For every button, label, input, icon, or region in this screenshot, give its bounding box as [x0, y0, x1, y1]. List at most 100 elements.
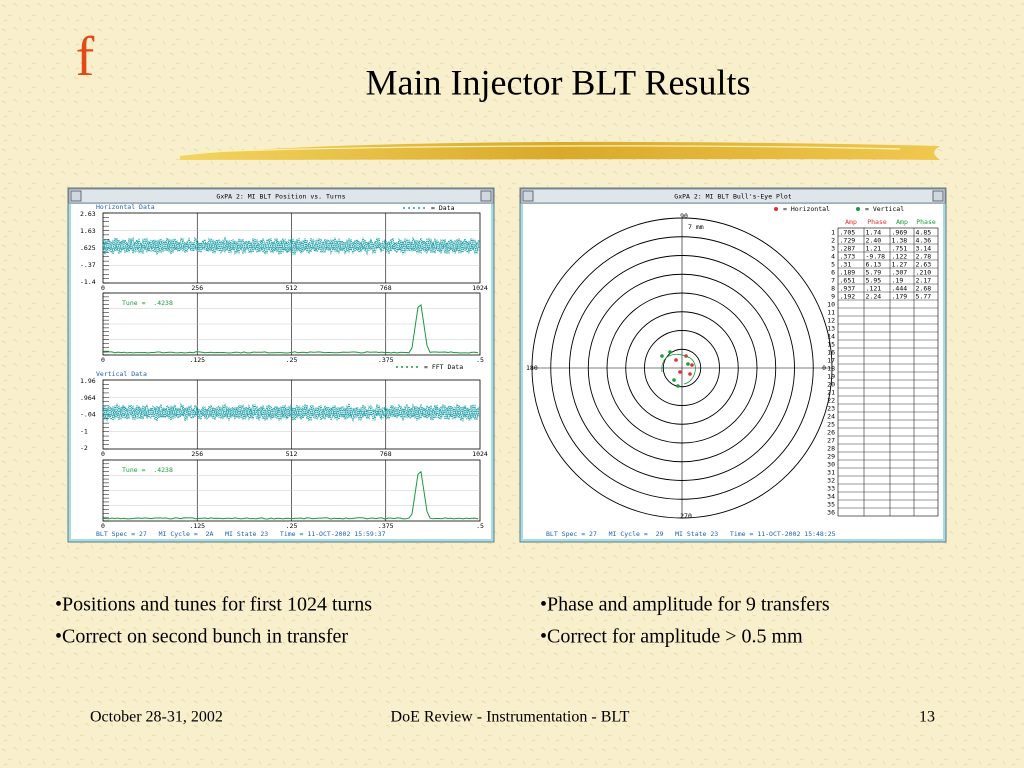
status-line: BLT Spec = 27 MI Cycle = 29 MI State 23 …	[546, 530, 836, 538]
y-tick-label: .964	[80, 394, 96, 402]
row-number: 24	[827, 413, 835, 421]
bullet-text: •Correct for amplitude > 0.5 mm	[540, 626, 803, 648]
row-number: 36	[827, 509, 835, 517]
window-menu-button	[70, 190, 82, 202]
row-number: 34	[827, 493, 835, 501]
footer-event: DoE Review - Instrumentation - BLT	[391, 709, 630, 726]
table-cell: 1.21	[866, 245, 882, 253]
y-tick-label: .625	[80, 244, 96, 252]
legend-marker	[403, 207, 405, 209]
bullet-text: •Correct on second bunch in transfer	[55, 626, 348, 648]
row-number: 22	[827, 397, 835, 405]
x-tick-label: 512	[286, 284, 298, 292]
row-number: 28	[827, 445, 835, 453]
x-tick-label: 1024	[472, 284, 488, 292]
status-line: BLT Spec = 27 MI Cycle = 2A MI State 23 …	[96, 530, 386, 538]
table-header: Amp	[896, 218, 908, 226]
x-tick-label: 0	[101, 284, 105, 292]
row-number: 33	[827, 485, 835, 493]
row-number: 31	[827, 469, 835, 477]
legend-marker	[774, 207, 778, 211]
window-resize-button	[932, 190, 944, 202]
legend-label: = Vertical	[865, 205, 904, 213]
row-number: 1	[831, 229, 835, 237]
transfer-point	[676, 384, 680, 388]
table-cell: .179	[892, 293, 908, 301]
table-cell: .287	[840, 245, 856, 253]
row-number: 7	[831, 277, 835, 285]
transfer-track	[661, 354, 696, 385]
table-cell: .19	[892, 277, 904, 285]
waveform-trace	[102, 236, 480, 256]
table-cell: .705	[840, 229, 856, 237]
row-number: 18	[827, 365, 835, 373]
legend-marker	[856, 207, 860, 211]
row-number: 11	[827, 309, 835, 317]
bullets: •Positions and tunes for first 1024 turn…	[55, 594, 830, 648]
plot-panel: Tune = .4238 0 .125 .25 .375 .5	[101, 459, 484, 530]
row-number: 14	[827, 333, 835, 341]
legend-marker	[401, 366, 403, 368]
tune-label: Tune = .4238	[122, 299, 173, 307]
x-tick-label: 1024	[472, 450, 488, 458]
transfer-point	[668, 350, 672, 354]
table-cell: 4.85	[916, 229, 932, 237]
x-tick-label: .125	[189, 522, 205, 530]
bullet-text: •Phase and amplitude for 9 transfers	[540, 594, 830, 616]
x-tick-label: .25	[286, 522, 298, 530]
table-cell: .122	[892, 253, 908, 261]
table-cell: .192	[840, 293, 856, 301]
axis-label: 270	[680, 512, 692, 520]
table-cell: 5.77	[916, 293, 932, 301]
tune-trace	[102, 303, 479, 354]
slide-title: Main Injector BLT Results	[366, 62, 751, 102]
x-tick-label: 0	[101, 450, 105, 458]
waveform-trace	[102, 236, 480, 256]
legend-label: = Horizontal	[783, 205, 830, 213]
transfer-point	[678, 370, 682, 374]
row-number: 25	[827, 421, 835, 429]
legend-marker	[418, 207, 420, 209]
waveform-trace	[102, 402, 480, 423]
x-tick-label: 768	[380, 450, 392, 458]
table-cell: 1.74	[866, 229, 882, 237]
table-cell: 6.13	[866, 261, 882, 269]
row-number: 21	[827, 389, 835, 397]
x-tick-label: 256	[191, 450, 203, 458]
row-number: 13	[827, 325, 835, 333]
waveform-trace	[102, 237, 480, 255]
table-header: Amp	[845, 218, 857, 226]
row-number: 35	[827, 501, 835, 509]
transfer-point	[688, 372, 692, 376]
transfer-point	[674, 358, 678, 362]
row-number: 32	[827, 477, 835, 485]
table-cell: 5.79	[866, 269, 882, 277]
table-cell: .189	[840, 269, 856, 277]
row-number: 20	[827, 381, 835, 389]
row-number: 15	[827, 341, 835, 349]
x-tick-label: .125	[189, 356, 205, 364]
legend-marker	[416, 366, 418, 368]
row-number: 3	[831, 245, 835, 253]
panel-label: Vertical Data	[96, 370, 147, 378]
legend-label: = Data	[431, 204, 455, 212]
row-number: 8	[831, 285, 835, 293]
plot-panel: Tune = .4238 = FFT Data 0 .125 .25 .375 .5	[101, 292, 484, 371]
panel-label: Horizontal Data	[96, 203, 155, 211]
table-cell: .210	[916, 269, 932, 277]
row-number: 30	[827, 461, 835, 469]
table-header: Phase	[867, 218, 887, 226]
table-cell: 4.36	[916, 237, 932, 245]
table-cell: .937	[840, 285, 856, 293]
table-cell: .651	[840, 277, 856, 285]
row-number: 12	[827, 317, 835, 325]
table-cell: 2.78	[916, 253, 932, 261]
transfer-point	[672, 378, 676, 382]
table-cell: 5.95	[866, 277, 882, 285]
bullet-text: •Positions and tunes for first 1024 turn…	[55, 594, 372, 616]
table-cell: 2.24	[866, 293, 882, 301]
x-tick-label: 512	[286, 450, 298, 458]
